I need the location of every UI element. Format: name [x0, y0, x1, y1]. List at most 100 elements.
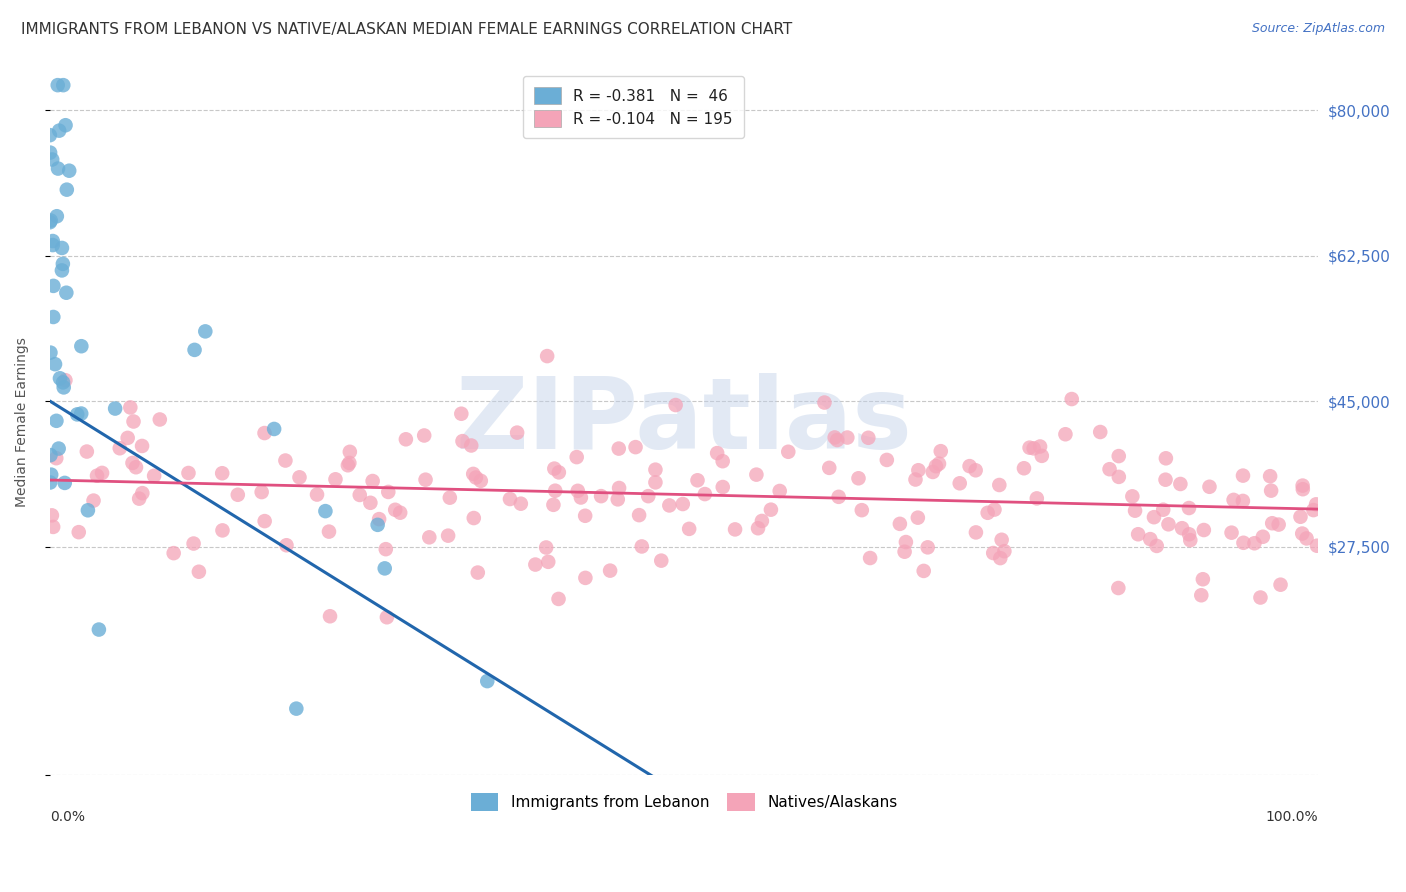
Point: [263, 422, 285, 436]
Point: [1270, 577, 1292, 591]
Point: [1292, 482, 1315, 496]
Point: [439, 491, 461, 505]
Point: [747, 521, 769, 535]
Point: [769, 483, 792, 498]
Point: [1157, 517, 1180, 532]
Point: [1154, 473, 1177, 487]
Point: [1029, 440, 1052, 454]
Point: [1143, 510, 1166, 524]
Point: [917, 541, 939, 555]
Point: [48, 442, 70, 456]
Point: [70, 339, 93, 353]
Point: [711, 480, 734, 494]
Point: [630, 540, 652, 554]
Point: [86, 468, 108, 483]
Point: [384, 503, 406, 517]
Point: [607, 481, 630, 495]
Point: [39, 475, 62, 490]
Point: [1108, 449, 1130, 463]
Point: [678, 522, 700, 536]
Point: [319, 609, 342, 624]
Point: [250, 485, 273, 500]
Point: [724, 522, 747, 536]
Point: [959, 459, 981, 474]
Point: [368, 512, 391, 526]
Point: [52, 376, 75, 390]
Point: [1031, 449, 1053, 463]
Point: [1220, 525, 1243, 540]
Point: [55, 118, 77, 132]
Point: [325, 472, 347, 486]
Point: [686, 473, 709, 487]
Point: [58, 163, 80, 178]
Point: [929, 444, 952, 458]
Point: [665, 398, 688, 412]
Legend: Immigrants from Lebanon, Natives/Alaskans: Immigrants from Lebanon, Natives/Alaskan…: [465, 787, 904, 817]
Point: [463, 467, 485, 481]
Point: [46, 78, 69, 92]
Point: [55, 285, 77, 300]
Point: [66, 408, 89, 422]
Point: [305, 487, 328, 501]
Text: Source: ZipAtlas.com: Source: ZipAtlas.com: [1251, 22, 1385, 36]
Point: [1289, 509, 1312, 524]
Point: [415, 473, 437, 487]
Point: [988, 551, 1011, 566]
Point: [644, 475, 666, 490]
Point: [125, 460, 148, 475]
Text: 100.0%: 100.0%: [1265, 811, 1319, 824]
Point: [751, 514, 773, 528]
Point: [91, 466, 114, 480]
Point: [928, 457, 950, 471]
Point: [45, 414, 67, 428]
Point: [375, 610, 398, 624]
Point: [949, 476, 972, 491]
Point: [56, 183, 79, 197]
Point: [534, 541, 557, 555]
Point: [976, 506, 998, 520]
Point: [39, 448, 62, 462]
Point: [194, 324, 217, 338]
Point: [1222, 492, 1244, 507]
Point: [1260, 483, 1282, 498]
Point: [1108, 470, 1130, 484]
Point: [599, 564, 621, 578]
Point: [1251, 530, 1274, 544]
Point: [288, 470, 311, 484]
Point: [336, 458, 359, 473]
Point: [143, 468, 166, 483]
Point: [42, 234, 65, 248]
Point: [104, 401, 127, 416]
Point: [637, 489, 659, 503]
Point: [1146, 539, 1168, 553]
Point: [1291, 526, 1313, 541]
Point: [565, 450, 588, 464]
Point: [389, 506, 412, 520]
Point: [778, 444, 800, 458]
Point: [543, 498, 565, 512]
Point: [470, 474, 492, 488]
Point: [1018, 441, 1040, 455]
Point: [463, 511, 485, 525]
Point: [377, 485, 399, 500]
Point: [672, 497, 695, 511]
Point: [42, 278, 65, 293]
Point: [591, 489, 613, 503]
Point: [858, 431, 880, 445]
Point: [76, 444, 98, 458]
Point: [1060, 392, 1083, 406]
Point: [1192, 523, 1215, 537]
Point: [128, 491, 150, 506]
Point: [359, 496, 381, 510]
Point: [121, 456, 143, 470]
Point: [253, 425, 276, 440]
Point: [859, 551, 882, 566]
Point: [894, 535, 917, 549]
Point: [1295, 532, 1317, 546]
Point: [607, 442, 630, 456]
Point: [1012, 461, 1035, 475]
Point: [983, 502, 1005, 516]
Point: [187, 565, 209, 579]
Point: [509, 497, 531, 511]
Point: [827, 490, 849, 504]
